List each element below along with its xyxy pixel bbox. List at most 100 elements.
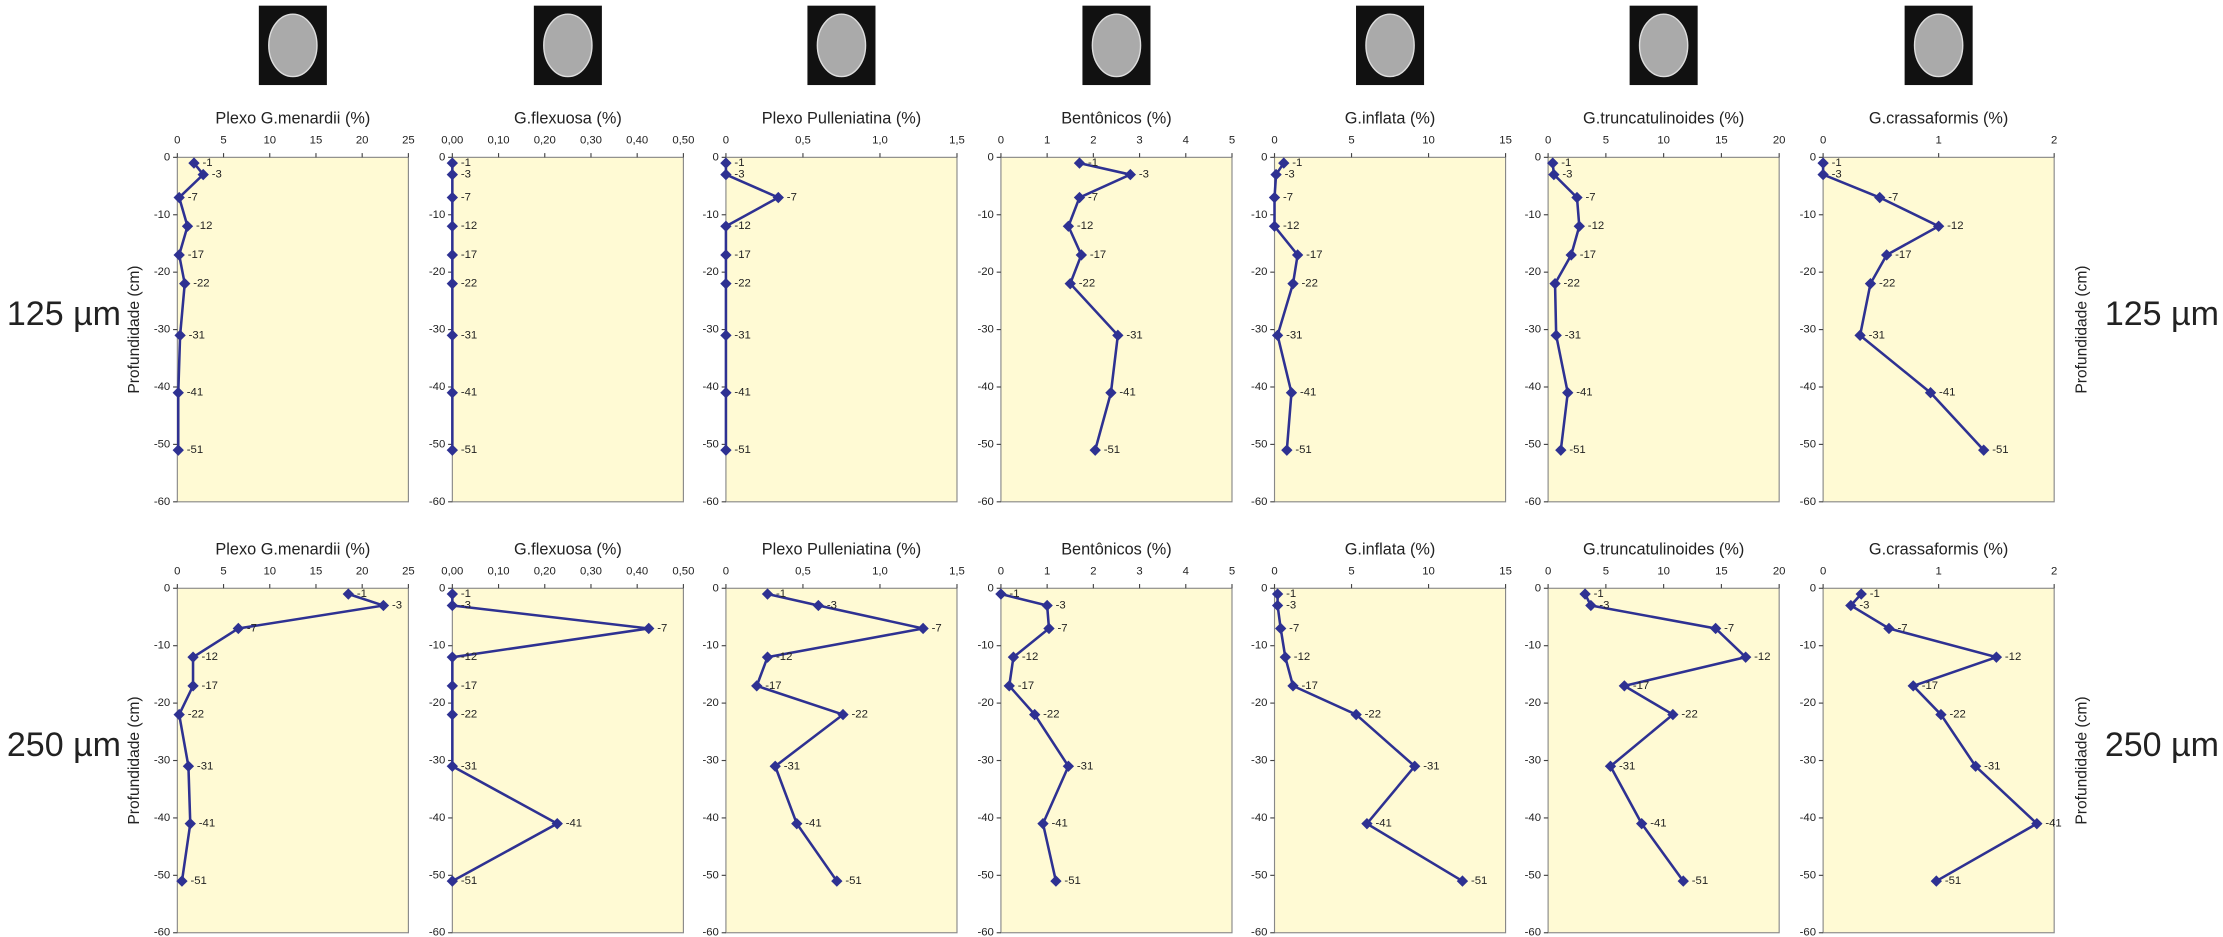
point-label: -3: [1562, 169, 1572, 181]
y-tick-label: -50: [1251, 438, 1267, 450]
x-tick-label: 5: [220, 565, 226, 577]
y-tick-label: -50: [1525, 869, 1541, 881]
chart: G.crassaformis (%) 0 1 2 0 -10 -20 -30 -40 -50 -60…: [1800, 540, 2091, 937]
x-tick-label: 5: [1603, 134, 1609, 146]
plot-area: [1000, 587, 1233, 934]
data-point: [176, 875, 188, 887]
point-label: -31: [197, 760, 213, 772]
row-label: 250 µm: [7, 726, 121, 764]
point-label: -51: [1104, 444, 1120, 456]
y-tick-label: -40: [1251, 812, 1267, 824]
point-label: -1: [1088, 157, 1098, 169]
point-label: -3: [1832, 169, 1842, 181]
plot-area: [451, 587, 684, 934]
y-tick-label: -20: [429, 266, 445, 278]
y-tick-label: 0: [164, 582, 170, 594]
x-tick-label: 0,40: [626, 565, 648, 577]
y-tick-label: -20: [702, 266, 718, 278]
y-tick-label: -20: [702, 697, 718, 709]
point-label: -51: [1992, 444, 2008, 456]
x-tick-label: 20: [356, 565, 369, 577]
point-label: -3: [1286, 600, 1296, 612]
x-tick-label: 10: [1657, 134, 1670, 146]
point-label: -22: [1043, 709, 1059, 721]
data-point: [173, 708, 185, 721]
y-tick-label: 0: [439, 151, 445, 163]
chart: G.flexuosa (%) 0,00 0,10 0,20 0,30 0,40 0,50 0 -…: [429, 540, 695, 937]
data-point: [1271, 588, 1284, 600]
y-tick-label: -50: [429, 869, 445, 881]
point-label: -12: [1022, 651, 1038, 663]
point-label: -31: [1286, 329, 1302, 341]
y-tick-label: -20: [977, 266, 993, 278]
x-tick-label: 1,5: [949, 565, 965, 577]
x-tick-label: 25: [402, 565, 415, 577]
point-label: -3: [734, 169, 744, 181]
data-point: [917, 622, 929, 635]
plot-area: [1547, 156, 1780, 503]
foram-shell: [1913, 13, 1964, 78]
point-label: -7: [1897, 622, 1907, 634]
y-tick-label: 0: [164, 151, 170, 163]
point-label: -41: [1051, 818, 1067, 830]
y-tick-label: -50: [1800, 438, 1816, 450]
data-point: [1677, 875, 1689, 887]
y-axis-label: Profundidade (cm): [2074, 266, 2091, 394]
data-point: [1062, 220, 1075, 232]
y-tick-label: -40: [1525, 812, 1541, 824]
point-label: -1: [1292, 157, 1302, 169]
x-tick-label: 1: [1935, 565, 1941, 577]
data-point: [643, 622, 655, 635]
x-tick-label: 2: [2051, 565, 2057, 577]
x-tick-label: 20: [1773, 134, 1786, 146]
chart: G.flexuosa (%) 0,00 0,10 0,20 0,30 0,40 0,50 0 -…: [429, 109, 695, 507]
plot-area: [725, 587, 958, 934]
point-label: -17: [1580, 249, 1596, 261]
x-tick-label: 0: [1820, 565, 1826, 577]
y-tick-label: -60: [702, 927, 718, 937]
y-tick-label: -40: [1251, 381, 1267, 393]
row-label: 125 µm: [2105, 295, 2219, 333]
x-tick-label: 1: [1935, 134, 1941, 146]
chart-title: Plexo G.menardii (%): [215, 109, 370, 127]
data-point: [1636, 817, 1648, 830]
point-label: -17: [734, 249, 750, 261]
point-label: -31: [461, 329, 477, 341]
y-tick-label: -20: [1525, 266, 1541, 278]
y-axis-label: Profundidade (cm): [126, 696, 143, 824]
point-label: -7: [1283, 192, 1293, 204]
x-tick-label: 0: [1271, 565, 1277, 577]
data-point: [232, 622, 245, 635]
y-tick-label: -30: [1800, 324, 1816, 336]
point-label: -41: [1375, 818, 1391, 830]
point-label: -41: [734, 387, 750, 399]
x-tick-label: 4: [1183, 134, 1189, 146]
y-tick-label: -50: [1525, 438, 1541, 450]
data-point: [1075, 249, 1088, 261]
y-tick-label: -30: [702, 324, 718, 336]
plot-area: [1273, 587, 1507, 934]
x-tick-label: 25: [402, 134, 415, 146]
x-tick-label: 0,00: [441, 134, 463, 146]
y-tick-label: 0: [988, 582, 994, 594]
x-tick-label: 5: [1603, 565, 1609, 577]
point-label: -31: [1126, 329, 1142, 341]
y-tick-label: -30: [702, 755, 718, 767]
point-label: -22: [1302, 278, 1318, 290]
point-label: -41: [1119, 387, 1135, 399]
point-label: -1: [1594, 588, 1604, 600]
y-tick-label: 0: [1261, 151, 1267, 163]
y-tick-label: -10: [702, 640, 718, 652]
chart: Bentônicos (%) 0 1 2 3 4 5 0 -10 -20 -30 -40 -50 -60 -…: [977, 109, 1235, 507]
point-label: -17: [1090, 249, 1106, 261]
data-point: [1562, 387, 1574, 399]
point-label: -17: [765, 680, 781, 692]
point-label: -12: [461, 651, 477, 663]
data-point: [1285, 387, 1298, 399]
foram-shell: [1365, 13, 1415, 78]
y-tick-label: -20: [1800, 697, 1816, 709]
plot-area: [1547, 587, 1780, 934]
plot-area: [451, 156, 684, 503]
data-point: [995, 588, 1007, 600]
y-tick-label: -20: [1525, 697, 1541, 709]
